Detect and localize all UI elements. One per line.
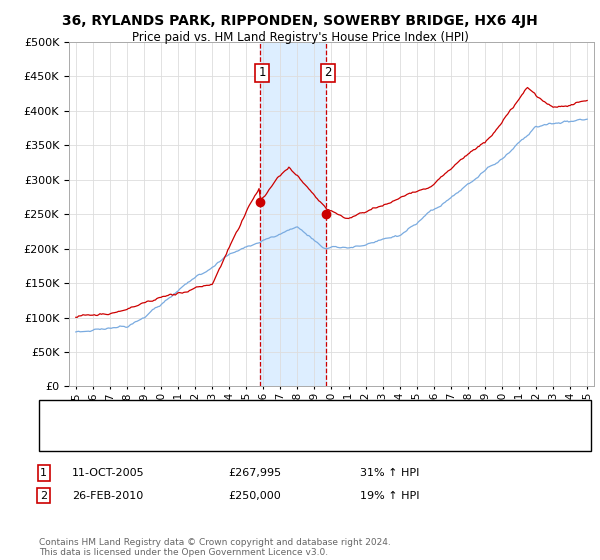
Text: 36, RYLANDS PARK, RIPPONDEN, SOWERBY BRIDGE, HX6 4JH: 36, RYLANDS PARK, RIPPONDEN, SOWERBY BRI… — [62, 14, 538, 28]
Text: £250,000: £250,000 — [228, 491, 281, 501]
Text: 26-FEB-2010: 26-FEB-2010 — [72, 491, 143, 501]
Text: HPI: Average price, detached house, Calderdale: HPI: Average price, detached house, Cald… — [69, 433, 318, 443]
Text: 31% ↑ HPI: 31% ↑ HPI — [360, 468, 419, 478]
Text: Contains HM Land Registry data © Crown copyright and database right 2024.
This d: Contains HM Land Registry data © Crown c… — [39, 538, 391, 557]
Text: 1: 1 — [259, 67, 266, 80]
Text: 11-OCT-2005: 11-OCT-2005 — [72, 468, 145, 478]
Text: 2: 2 — [40, 491, 47, 501]
Text: —: — — [48, 405, 67, 424]
Text: 19% ↑ HPI: 19% ↑ HPI — [360, 491, 419, 501]
Text: —: — — [48, 429, 67, 447]
Text: 36, RYLANDS PARK, RIPPONDEN, SOWERBY BRIDGE, HX6 4JH (detached house): 36, RYLANDS PARK, RIPPONDEN, SOWERBY BRI… — [69, 409, 479, 419]
Text: Price paid vs. HM Land Registry's House Price Index (HPI): Price paid vs. HM Land Registry's House … — [131, 31, 469, 44]
Text: 2: 2 — [325, 67, 332, 80]
Text: £267,995: £267,995 — [228, 468, 281, 478]
Bar — [260, 42, 326, 386]
Text: 1: 1 — [40, 468, 47, 478]
